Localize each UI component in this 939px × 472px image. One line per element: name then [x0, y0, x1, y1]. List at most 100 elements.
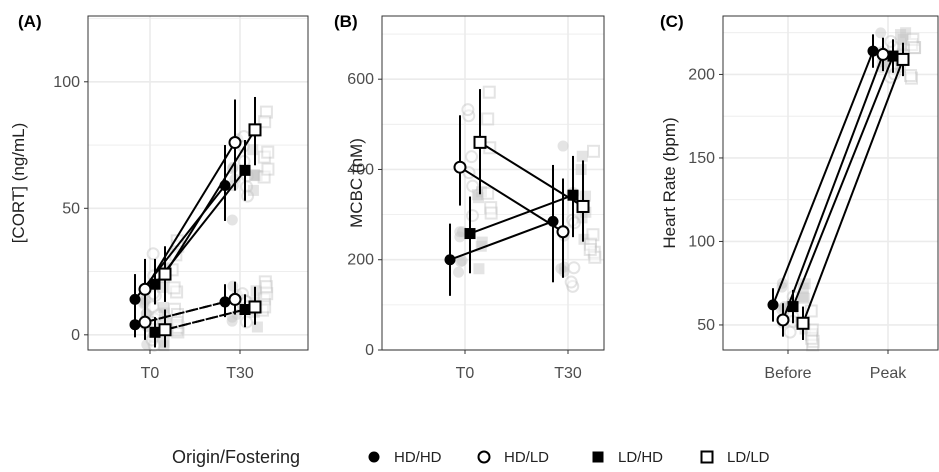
- raw-point: [240, 180, 254, 194]
- series-ld-ld: [796, 42, 910, 340]
- raw-point: [260, 287, 274, 301]
- y-axis-title: Heart Rate (bpm): [660, 117, 679, 248]
- raw-point: [557, 140, 569, 152]
- raw-point: [261, 145, 275, 159]
- raw-point: [456, 255, 468, 267]
- y-tick-label: 600: [347, 71, 374, 88]
- series-hd-ld: [776, 37, 890, 337]
- mean-point: [228, 136, 242, 150]
- raw-point: [158, 340, 170, 352]
- legend: Origin/Fostering HD/HD HD/LD LD/HD LD/LD: [172, 447, 770, 467]
- mean-point: [138, 282, 152, 296]
- legend-key: [700, 450, 714, 464]
- y-tick-label: 100: [688, 233, 715, 250]
- raw-point: [237, 130, 251, 144]
- mean-point: [767, 299, 779, 311]
- raw-point: [226, 214, 238, 226]
- raw-point: [476, 236, 488, 248]
- raw-point: [240, 315, 254, 329]
- raw-point: [170, 285, 184, 299]
- mean-point: [228, 292, 242, 306]
- raw-point: [558, 266, 570, 278]
- y-axis-title: [CORT] (ng/mL): [9, 123, 28, 244]
- mean-point: [239, 164, 251, 176]
- raw-point: [776, 304, 788, 316]
- mean-point: [158, 267, 172, 281]
- raw-point: [146, 300, 160, 314]
- raw-point: [465, 150, 479, 164]
- raw-point: [227, 280, 239, 292]
- raw-point: [453, 266, 465, 278]
- raw-point: [259, 280, 273, 294]
- raw-point: [251, 321, 263, 333]
- raw-point: [907, 41, 921, 55]
- raw-point: [575, 164, 587, 176]
- x-tick-label: T0: [456, 365, 475, 382]
- raw-point: [249, 169, 261, 181]
- raw-point: [884, 34, 898, 48]
- raw-point: [805, 328, 819, 342]
- raw-point: [576, 150, 588, 162]
- series-line: [144, 141, 236, 290]
- raw-point: [586, 144, 600, 158]
- series-hd-ld: [453, 115, 570, 278]
- raw-point: [797, 291, 809, 303]
- raw-point: [146, 247, 160, 261]
- mean-point: [876, 47, 890, 61]
- raw-points: [137, 105, 275, 352]
- raw-point: [251, 170, 263, 182]
- series-line: [772, 50, 874, 306]
- raw-point: [257, 292, 271, 306]
- raw-points: [453, 85, 602, 293]
- raw-point: [895, 29, 907, 41]
- raw-point: [482, 85, 496, 99]
- mean-point: [149, 278, 161, 290]
- raw-point: [259, 105, 273, 119]
- raw-point: [471, 189, 483, 201]
- series-hd-hd: [767, 34, 879, 322]
- raw-point: [586, 228, 600, 242]
- raw-point: [247, 184, 259, 196]
- raw-point: [897, 33, 909, 45]
- mean-point: [464, 228, 476, 240]
- y-tick-label: 200: [347, 252, 374, 269]
- raw-point: [261, 162, 275, 176]
- series-hd-ld-dashed: [138, 281, 242, 340]
- raw-point: [908, 40, 922, 54]
- series-ld-ld-solid: [158, 96, 262, 302]
- raw-point: [798, 292, 810, 304]
- panel-b: 0 200 400 600 T0 T30 MCBC (nM) (B): [334, 12, 605, 382]
- mean-point: [567, 189, 579, 201]
- raw-point: [466, 179, 480, 193]
- mean-point: [776, 313, 790, 327]
- grid: [88, 16, 308, 350]
- raw-point: [476, 186, 488, 198]
- raw-point: [797, 282, 809, 294]
- legend-label: LD/LD: [727, 449, 770, 466]
- mean-point: [444, 254, 456, 266]
- raw-point: [566, 279, 580, 293]
- series-line: [469, 194, 574, 235]
- series-line: [449, 220, 554, 261]
- raw-point: [783, 325, 797, 339]
- mean-point: [248, 123, 262, 137]
- raw-point: [455, 256, 467, 268]
- mean-point: [473, 135, 487, 149]
- legend-label: HD/LD: [504, 449, 549, 466]
- raw-point: [247, 144, 259, 156]
- legend-label: HD/HD: [394, 449, 442, 466]
- mean-point: [867, 45, 879, 57]
- raw-point: [167, 281, 181, 295]
- axes: 0 200 400 600 T0 T30 MCBC (nM): [347, 71, 582, 382]
- grid: [723, 16, 938, 350]
- raw-point: [461, 103, 475, 117]
- mean-point: [149, 326, 161, 338]
- legend-title: Origin/Fostering: [172, 447, 300, 467]
- raw-point: [141, 339, 153, 351]
- legend-item: HD/LD: [477, 449, 549, 466]
- mean-point: [248, 300, 262, 314]
- mean-point: [239, 304, 251, 316]
- raw-point: [481, 112, 495, 126]
- mean-point: [887, 50, 899, 62]
- x-tick-label: T0: [141, 365, 160, 382]
